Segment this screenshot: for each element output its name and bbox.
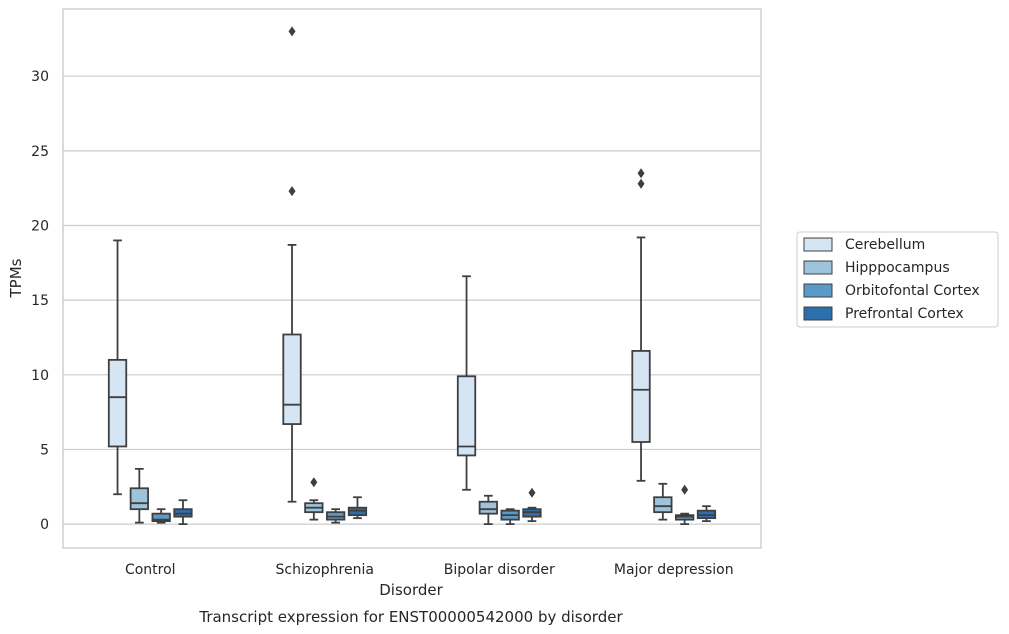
box-iqr — [631, 350, 651, 443]
y-tick-label: 10 — [31, 368, 49, 384]
box-cerebellum — [631, 168, 651, 482]
legend-swatch — [803, 306, 833, 321]
box-iqr — [129, 487, 149, 511]
box-hipppocampus — [129, 467, 149, 524]
box-iqr — [282, 333, 302, 425]
x-axis-label: Disorder — [379, 581, 443, 599]
outlier-point — [637, 168, 645, 179]
box-orbitofontal-cortex — [500, 508, 520, 526]
box-hipppocampus — [304, 477, 324, 521]
outlier-point — [288, 26, 296, 37]
box-orbitofontal-cortex — [675, 484, 695, 526]
legend-label: Hipppocampus — [845, 260, 950, 276]
box-orbitofontal-cortex — [326, 508, 346, 524]
outlier-point — [637, 178, 645, 189]
box-orbitofontal-cortex — [151, 508, 171, 524]
box-iqr — [151, 512, 171, 523]
box-prefrontal-cortex — [173, 499, 193, 526]
box-prefrontal-cortex — [696, 505, 717, 523]
outlier-point — [681, 484, 689, 495]
y-tick-label: 20 — [31, 218, 49, 234]
box-hipppocampus — [478, 494, 498, 526]
box-iqr — [107, 358, 128, 448]
box-cerebellum — [107, 239, 128, 496]
box-iqr — [478, 500, 498, 515]
y-tick-label: 15 — [31, 293, 49, 309]
box-iqr — [653, 496, 673, 514]
y-tick-label: 5 — [40, 442, 49, 458]
legend-label: Orbitofontal Cortex — [845, 283, 980, 299]
outlier-point — [528, 487, 536, 498]
y-tick-labels: 0 5 10 15 20 25 30 — [31, 69, 49, 533]
legend-frame — [796, 231, 999, 328]
box-cerebellum — [282, 26, 302, 503]
legend-swatch — [803, 237, 833, 252]
box-prefrontal-cortex — [522, 487, 542, 523]
legend-swatch — [803, 283, 833, 298]
legend-swatch — [803, 260, 833, 275]
boxes-layer — [107, 26, 717, 526]
box-cerebellum — [456, 275, 477, 491]
x-tick-label: Control — [125, 562, 176, 578]
box-iqr — [456, 375, 477, 457]
box-prefrontal-cortex — [347, 496, 368, 520]
y-tick-label: 30 — [31, 69, 49, 85]
y-tick-label: 0 — [40, 517, 49, 533]
x-tick-label: Schizophrenia — [276, 562, 374, 578]
outlier-point — [288, 186, 296, 197]
y-axis-label: TPMs — [7, 258, 25, 298]
chart-caption: Transcript expression for ENST0000054200… — [198, 608, 623, 626]
outlier-point — [310, 477, 318, 488]
x-tick-label: Major depression — [614, 562, 734, 578]
box-hipppocampus — [653, 482, 673, 521]
y-tick-label: 25 — [31, 144, 49, 160]
legend-label: Prefrontal Cortex — [845, 306, 964, 322]
plot-area-frame — [62, 8, 762, 549]
gridlines — [63, 75, 761, 525]
legend-label: Cerebellum — [845, 237, 925, 253]
x-tick-label: Bipolar disorder — [444, 562, 555, 578]
legend: Cerebellum Hipppocampus Orbitofontal Corte… — [796, 231, 999, 328]
x-tick-labels: Control Schizophrenia Bipolar disorder Majo… — [125, 562, 734, 578]
